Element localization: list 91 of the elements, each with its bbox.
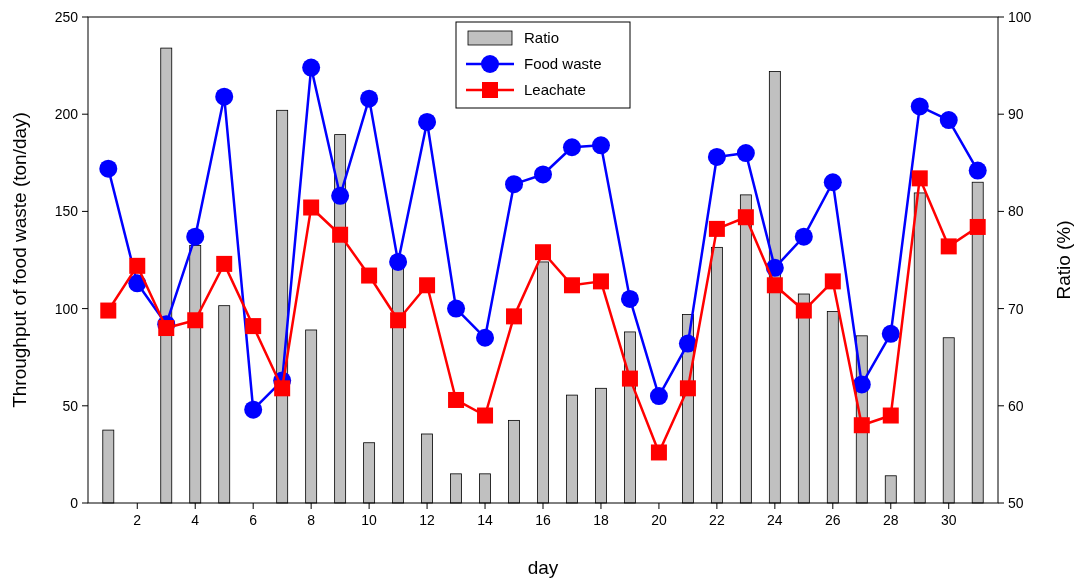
- point: [562, 138, 581, 157]
- point: [216, 255, 233, 272]
- y-tick-label: 250: [54, 9, 79, 25]
- point: [911, 170, 928, 187]
- point: [505, 175, 524, 194]
- point: [649, 387, 668, 406]
- y2-axis-title: Ratio (%): [1053, 220, 1074, 300]
- point: [852, 375, 871, 394]
- x-tick-label: 10: [361, 512, 378, 528]
- x-tick-label: 24: [767, 512, 783, 528]
- y-tick-label: 50: [62, 397, 79, 414]
- point: [303, 199, 320, 216]
- point: [591, 136, 610, 155]
- point: [389, 252, 408, 271]
- point: [910, 97, 929, 116]
- point: [158, 320, 175, 337]
- point: [795, 302, 812, 319]
- y-tick-label: 0: [70, 495, 79, 511]
- point: [621, 370, 638, 387]
- x-tick-label: 26: [825, 512, 841, 528]
- point: [882, 407, 899, 424]
- x-tick-label: 2: [133, 512, 142, 528]
- point: [620, 289, 639, 308]
- point: [361, 267, 378, 284]
- point: [678, 334, 697, 353]
- y-tick-label: 200: [54, 106, 79, 123]
- point: [853, 417, 870, 434]
- point: [447, 299, 466, 318]
- x-tick-label: 12: [419, 512, 436, 528]
- y2-tick-label: 50: [1008, 495, 1024, 511]
- y2-tick-label: 100: [1008, 9, 1032, 25]
- point: [766, 277, 783, 294]
- point: [506, 308, 523, 325]
- y2-tick-label: 70: [1008, 300, 1024, 317]
- point: [244, 400, 263, 419]
- point: [679, 380, 696, 397]
- x-axis-title: day: [527, 557, 559, 578]
- x-tick-label: 8: [307, 512, 316, 528]
- x-tick-label: 28: [882, 512, 899, 528]
- y2-tick-label: 80: [1008, 203, 1024, 220]
- point: [824, 273, 841, 290]
- x-tick-label: 18: [593, 512, 609, 528]
- point: [592, 273, 609, 290]
- point: [331, 186, 350, 205]
- point: [186, 227, 205, 246]
- point: [939, 111, 958, 130]
- point: [707, 147, 726, 166]
- point: [187, 312, 204, 329]
- point: [736, 144, 755, 163]
- x-tick-label: 20: [651, 512, 667, 528]
- point: [968, 161, 987, 180]
- x-tick-label: 6: [249, 512, 258, 528]
- point: [708, 220, 725, 237]
- point: [534, 165, 552, 184]
- point: [535, 244, 551, 261]
- legend-label: Food waste: [524, 55, 602, 72]
- x-tick-label: 30: [940, 512, 957, 528]
- point: [245, 318, 262, 335]
- point: [823, 173, 842, 192]
- point: [650, 444, 667, 461]
- point: [274, 380, 291, 397]
- x-tick-label: 22: [709, 512, 725, 528]
- x-tick-label: 16: [535, 512, 551, 528]
- point: [332, 226, 349, 243]
- x-tick-label: 14: [477, 512, 494, 528]
- point: [477, 407, 494, 424]
- point: [302, 58, 321, 77]
- point: [448, 391, 465, 408]
- legend-label: Ratio: [524, 29, 560, 46]
- point: [563, 277, 580, 294]
- point: [940, 238, 957, 255]
- point: [99, 159, 118, 178]
- x-tick-label: 4: [191, 512, 200, 528]
- legend-label: Leachate: [524, 81, 586, 98]
- y-tick-label: 150: [54, 203, 79, 220]
- y-tick-label: 100: [54, 300, 79, 317]
- point: [360, 89, 379, 108]
- y2-tick-label: 60: [1008, 397, 1024, 414]
- point: [794, 227, 813, 246]
- y-axis-title: Throughput of food waste (ton/day): [9, 112, 30, 408]
- point: [881, 324, 900, 343]
- y2-tick-label: 90: [1008, 106, 1024, 123]
- point: [969, 218, 986, 235]
- point: [418, 112, 437, 131]
- point: [737, 209, 754, 226]
- point: [419, 277, 436, 294]
- point: [390, 312, 407, 329]
- point: [129, 257, 146, 274]
- point: [476, 328, 495, 347]
- point: [215, 87, 234, 106]
- point: [100, 302, 117, 319]
